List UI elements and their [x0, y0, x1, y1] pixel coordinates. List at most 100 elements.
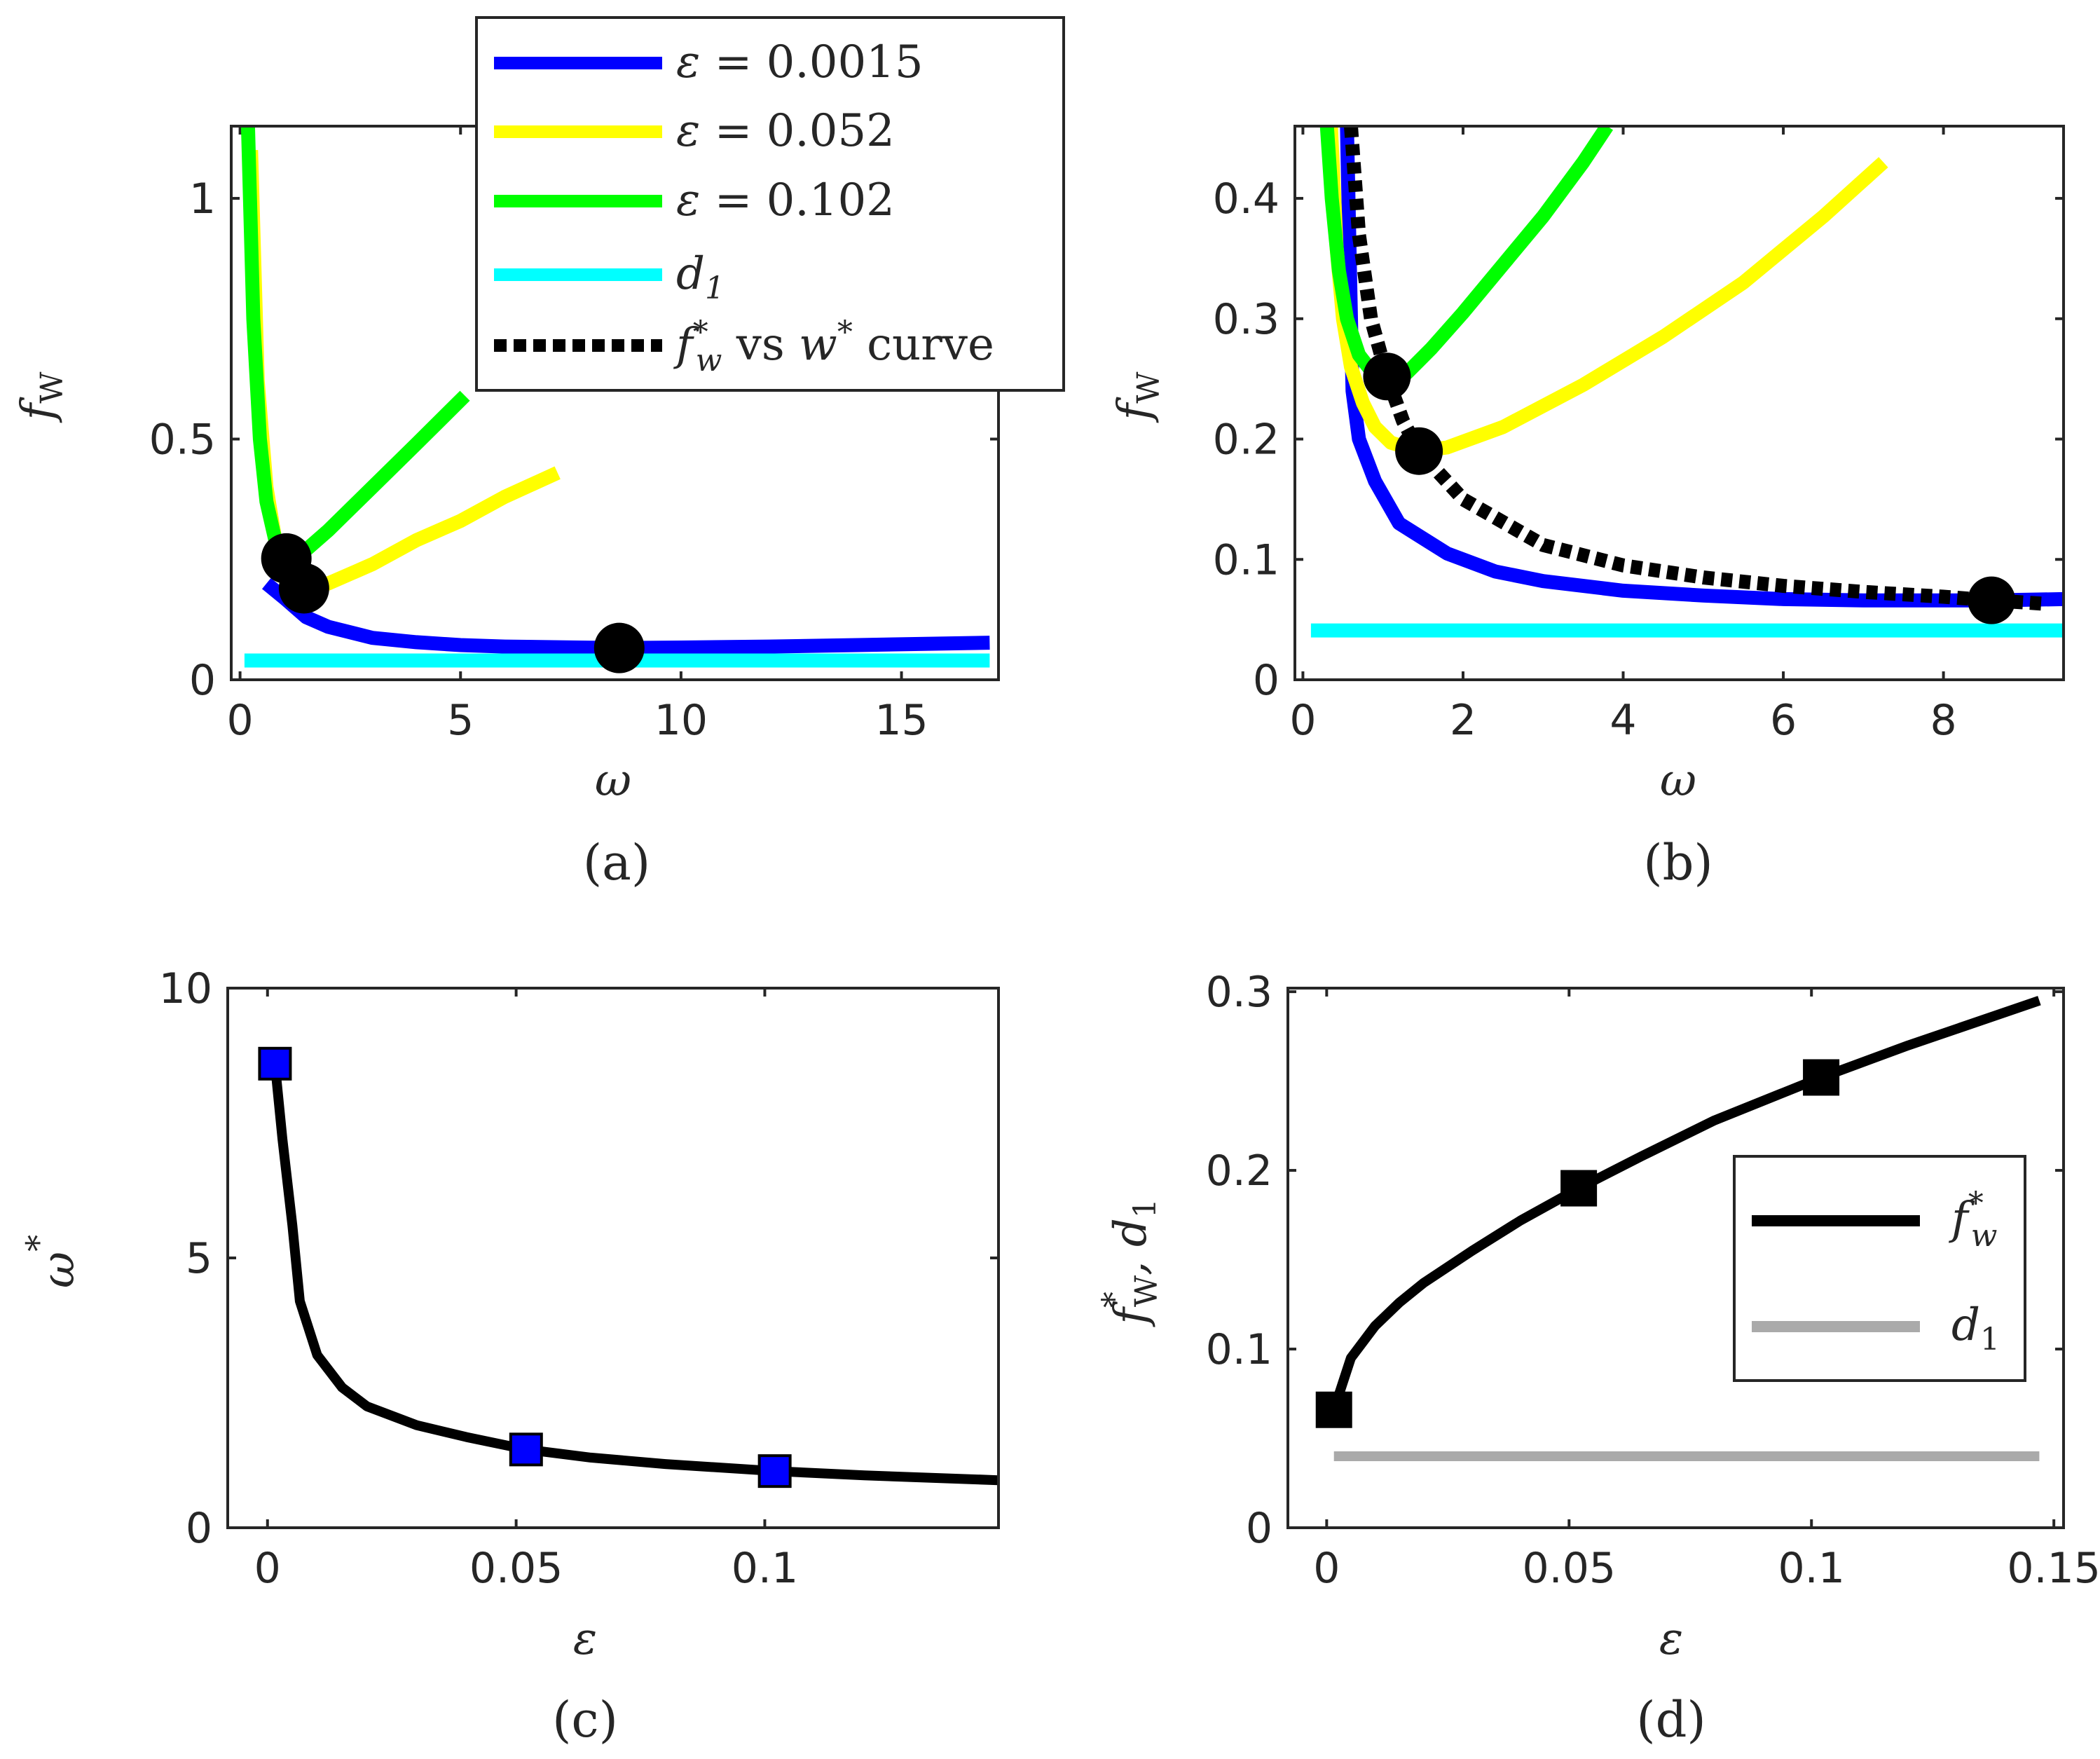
- legend-fw-end: curve: [853, 319, 994, 371]
- marker-d-0: [1315, 1391, 1352, 1428]
- legend-label-eps-0015: ε = 0.0015: [676, 36, 924, 88]
- xtick-label-b-4: 8: [1930, 696, 1957, 745]
- legend-eps-052-prefix: ε =: [676, 105, 767, 157]
- ytick-label-b-2: 0.2: [1213, 416, 1279, 465]
- xtick-label-c-1: 0.05: [469, 1544, 563, 1593]
- legend-d-d1-sub: 1: [1980, 1322, 2000, 1357]
- legend-label-d1: d1: [676, 248, 725, 306]
- caption-a: (a): [583, 834, 650, 891]
- ytick-label-a-1: 0.5: [149, 416, 216, 465]
- xtick-label-a-2: 10: [654, 696, 708, 745]
- marker-d-2: [1803, 1059, 1840, 1096]
- legend-d-d1-main: d: [1951, 1299, 1980, 1351]
- marker-b-0: [1363, 353, 1411, 401]
- legend-d1-main: d: [676, 248, 705, 300]
- legend-eps-0015-value: 0.0015: [767, 36, 924, 88]
- marker-b-2: [1968, 576, 2016, 624]
- ytick-label-a-0: 0: [189, 656, 216, 705]
- series-b-0-0015: [1340, 126, 2064, 608]
- ytick-label-c-0: 0: [186, 1504, 212, 1553]
- ylabel-d-tail-sub: 1: [1127, 1198, 1163, 1218]
- xtick-label-a-0: 0: [226, 696, 253, 745]
- ylabel-d-tail: , d: [1105, 1218, 1157, 1275]
- legend-d-label-d1: d1: [1951, 1299, 2000, 1357]
- xtick-label-b-3: 6: [1770, 696, 1797, 745]
- legend-fw-w-sup: *: [837, 315, 853, 350]
- xlabel-d: ε: [1659, 1613, 1683, 1665]
- series-b-0-102: [1319, 126, 1614, 384]
- axes-frame-d: [1286, 987, 2065, 1529]
- xlabel-c: ε: [573, 1613, 597, 1665]
- ytick-label-c-2: 10: [159, 964, 212, 1013]
- series-a-0-102: [240, 126, 470, 566]
- xlabel-a: ω: [595, 755, 631, 807]
- ytick-label-d-2: 0.2: [1206, 1147, 1272, 1196]
- series-b-0-052: [1324, 126, 1888, 458]
- panel-c: 0 0.05 0.1 0 5 10 ω* ε (c): [19, 964, 1000, 1748]
- xtick-label-d-3: 0.15: [2007, 1544, 2100, 1593]
- marker-c-2: [757, 1454, 792, 1488]
- series-b-f-w-vs-w-curve: [1344, 126, 2048, 611]
- legend-d-fw-sub: w: [1971, 1218, 1998, 1254]
- legend-fw-mid: vs: [722, 319, 799, 371]
- legend-fw-sup: *: [693, 315, 708, 350]
- ylabel-d-sub: W: [1129, 1275, 1165, 1307]
- legend-eps-052-value: 0.052: [767, 105, 895, 157]
- caption-d: (d): [1636, 1691, 1706, 1748]
- ylabel-d: f*W, d1: [1094, 1198, 1165, 1327]
- ytick-label-d-0: 0: [1246, 1504, 1272, 1553]
- plot-b: 0 2 4 6 8 0 0.1 0.2 0.3 0.4: [1213, 126, 2064, 745]
- legend-d: f* w d1: [1733, 1155, 2026, 1382]
- xtick-label-d-0: 0: [1313, 1544, 1340, 1593]
- series-group-b: [1310, 126, 2064, 638]
- panel-b: 0 2 4 6 8 0 0.1 0.2 0.3 0.4 fW ω (b): [1109, 125, 2065, 891]
- axes-frame-b: [1293, 125, 2065, 681]
- legend-eps-102-value: 0.102: [767, 174, 895, 226]
- ytick-label-d-3: 0.3: [1206, 968, 1272, 1017]
- xtick-label-c-2: 0.1: [732, 1544, 798, 1593]
- xtick-label-b-2: 4: [1610, 696, 1636, 745]
- xtick-label-b-1: 2: [1450, 696, 1476, 745]
- legend-fw-sub: w: [696, 343, 722, 378]
- caption-c: (c): [552, 1691, 618, 1748]
- plot-c: 0 0.05 0.1 0 5 10: [159, 964, 998, 1593]
- ylabel-c: ω*: [19, 1235, 85, 1288]
- marker-b-1: [1395, 427, 1443, 475]
- legend-label-eps-102: ε = 0.102: [676, 174, 895, 226]
- marker-c-1: [509, 1432, 543, 1467]
- ytick-label-b-1: 0.1: [1213, 535, 1279, 584]
- series-a-0-0015: [261, 577, 990, 655]
- plot-a: 0 5 10 15 0 0.5 1: [149, 126, 998, 745]
- legend-eps-0015-prefix: ε =: [676, 36, 767, 88]
- ylabel-a-sub: W: [34, 371, 70, 404]
- legend-fw-w: w: [799, 319, 837, 371]
- ylabel-a: fW: [12, 371, 70, 423]
- legend-label-fw-curve: f* w vs w* curve: [673, 315, 994, 378]
- legend-eps-102-prefix: ε =: [676, 174, 767, 226]
- plot-d: 0 0.05 0.1 0.15 0 0.1 0.2 0.3: [1206, 968, 2100, 1593]
- ylabel-d-sup: *: [1094, 1292, 1132, 1308]
- legend-d1-sub: 1: [705, 271, 725, 306]
- xtick-label-d-1: 0.05: [1522, 1544, 1616, 1593]
- marker-a-2: [593, 622, 645, 673]
- marker-a-1: [278, 563, 329, 614]
- series-group-c: [270, 1063, 998, 1486]
- ytick-label-c-1: 5: [186, 1234, 212, 1283]
- ylabel-c-sup: *: [19, 1235, 58, 1252]
- xtick-label-b-0: 0: [1289, 696, 1316, 745]
- ytick-label-a-2: 1: [189, 174, 216, 224]
- panel-d: 0 0.05 0.1 0.15 0 0.1 0.2 0.3 f*W, d1 ε (d): [1094, 968, 2100, 1748]
- ytick-label-b-0: 0: [1253, 656, 1279, 705]
- legend-d-label-fw: f* w: [1949, 1186, 1997, 1254]
- xlabel-b: ω: [1660, 755, 1696, 807]
- legend-d-fw-sup: *: [1968, 1186, 1984, 1221]
- caption-b: (b): [1643, 834, 1713, 891]
- marker-c-0: [258, 1046, 292, 1081]
- ylabel-c-main: ω: [33, 1252, 85, 1288]
- legend-d-box: [1733, 1155, 2026, 1382]
- ylabel-b-sub: W: [1131, 371, 1167, 404]
- marker-d-1: [1560, 1170, 1598, 1207]
- ylabel-b: fW: [1109, 371, 1167, 423]
- series-c-series: [270, 1063, 998, 1486]
